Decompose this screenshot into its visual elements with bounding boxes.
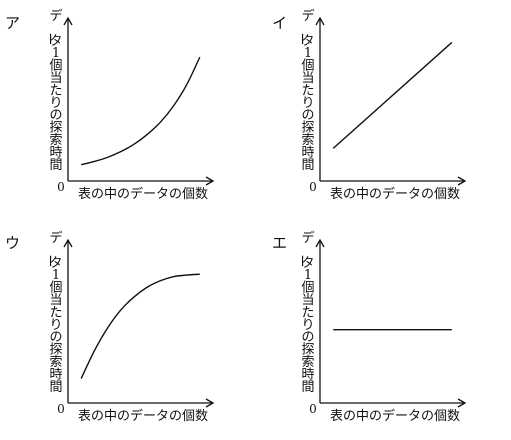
series-line <box>81 56 201 166</box>
origin-label: 0 <box>57 180 65 194</box>
y-axis-label: データ 1 個当たりの探索時間 <box>41 230 62 395</box>
x-axis-arrow <box>457 176 467 186</box>
x-axis-label: 表の中のデータの個数 <box>330 408 460 424</box>
x-axis-label: 表の中のデータの個数 <box>330 186 460 202</box>
panel-label: エ <box>272 234 287 252</box>
panel-label: ア <box>5 14 20 32</box>
y-axis-arrow <box>315 238 325 248</box>
panel-label: イ <box>272 14 287 32</box>
y-axis-label: データ 1 個当たりの探索時間 <box>293 8 314 173</box>
y-axis-arrow <box>315 16 325 26</box>
origin-label: 0 <box>57 402 65 416</box>
y-axis-arrow <box>63 238 73 248</box>
y-axis-label: データ 1 個当たりの探索時間 <box>293 230 314 395</box>
origin-label: 0 <box>309 402 317 416</box>
y-axis-arrow <box>63 16 73 26</box>
x-axis-label: 表の中のデータの個数 <box>78 186 208 202</box>
series-line <box>80 273 200 379</box>
x-axis-arrow <box>205 176 215 186</box>
x-axis-label: 表の中のデータの個数 <box>78 408 208 424</box>
panel-label: ウ <box>5 234 20 252</box>
y-axis-label: データ 1 個当たりの探索時間 <box>41 8 62 173</box>
x-axis-arrow <box>457 398 467 408</box>
origin-label: 0 <box>309 180 317 194</box>
series-line <box>332 41 453 149</box>
x-axis-arrow <box>205 398 215 408</box>
